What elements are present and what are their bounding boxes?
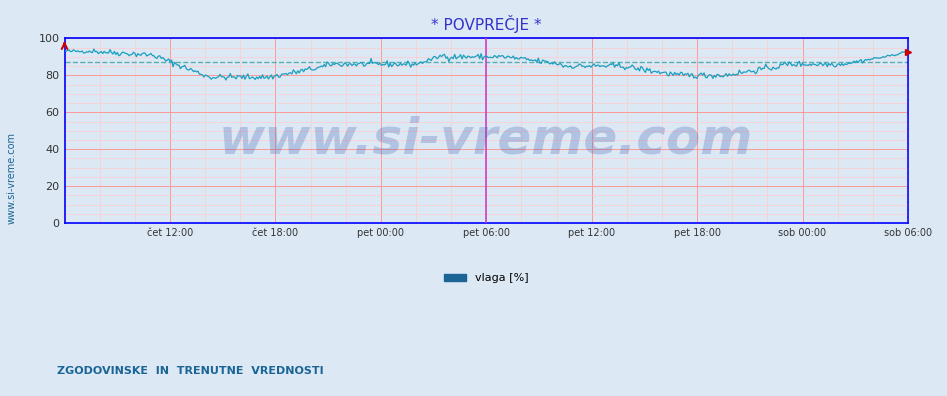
Legend: vlaga [%]: vlaga [%] (439, 269, 533, 288)
Text: www.si-vreme.com: www.si-vreme.com (7, 132, 16, 224)
Text: www.si-vreme.com: www.si-vreme.com (219, 116, 754, 164)
Title: * POVPREČJE *: * POVPREČJE * (431, 15, 542, 33)
Text: ZGODOVINSKE  IN  TRENUTNE  VREDNOSTI: ZGODOVINSKE IN TRENUTNE VREDNOSTI (57, 366, 324, 376)
